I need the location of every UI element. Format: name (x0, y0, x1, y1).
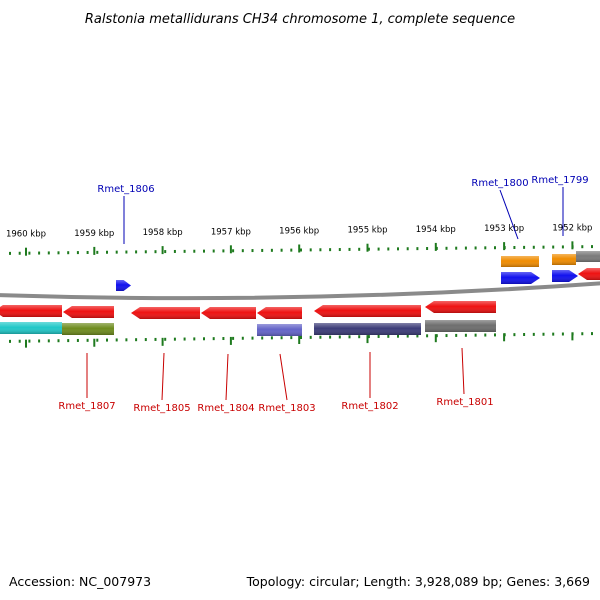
gene-label-rmet-1803: Rmet_1803 (258, 403, 315, 414)
tick-label: 1957 kbp (211, 227, 251, 237)
gene-arrow-rmet-1804-shading (201, 307, 256, 319)
gene-label-rmet-1802: Rmet_1802 (341, 401, 398, 412)
feature-band-shading (62, 323, 114, 335)
tick-label: 1960 kbp (6, 230, 46, 240)
gene-arrow-rmet-1807 (0, 305, 62, 317)
gene-arrow-rmet-1806-shading (116, 280, 131, 291)
feature-band-shading (0, 322, 62, 334)
gene-arrow-rmet-1807-shading (0, 305, 62, 317)
tick-label: 1955 kbp (347, 226, 387, 236)
topology-length-genes-text: Topology: circular; Length: 3,928,089 bp… (246, 574, 590, 589)
tick-label: 1954 kbp (416, 225, 456, 235)
gene-arrow-rmet-1804 (201, 307, 256, 319)
gene-arrow-unlabeled (578, 268, 600, 280)
gene-arrow-unlabeled-shading (63, 306, 114, 318)
map-title: Ralstonia metallidurans CH34 chromosome … (85, 12, 515, 27)
feature-band-shading (552, 254, 576, 265)
feature-band-shading (501, 256, 539, 267)
gene-arrow-rmet-1800-shading (501, 272, 540, 284)
leader-line-rmet-1800 (499, 189, 519, 240)
gene-arrow-unlabeled (63, 306, 114, 318)
leader-line-rmet-1805 (161, 352, 165, 401)
tick-label: 1956 kbp (279, 227, 319, 237)
accession-text: Accession: NC_007973 (9, 574, 151, 589)
tick-label: 1958 kbp (143, 228, 183, 238)
gene-label-rmet-1804: Rmet_1804 (197, 403, 254, 414)
gene-label-rmet-1799: Rmet_1799 (531, 175, 588, 186)
feature-band-shading (425, 320, 496, 332)
gene-arrows (0, 268, 600, 319)
gene-arrow-rmet-1799 (552, 270, 578, 282)
tick-label: 1959 kbp (74, 229, 114, 239)
gene-arrow-rmet-1803-shading (257, 307, 302, 319)
tick-label: 1952 kbp (552, 223, 592, 233)
label-leader-lines (86, 187, 564, 401)
gene-label-rmet-1805: Rmet_1805 (133, 403, 190, 414)
leader-line-rmet-1803 (279, 353, 288, 401)
gene-label-rmet-1801: Rmet_1801 (436, 397, 493, 408)
gene-label-rmet-1800: Rmet_1800 (471, 178, 528, 189)
gene-arrow-rmet-1800 (501, 272, 540, 284)
tick-label: 1953 kbp (484, 224, 524, 234)
gene-arrow-rmet-1799-shading (552, 270, 578, 282)
gene-label-rmet-1806: Rmet_1806 (97, 184, 154, 195)
leader-line-rmet-1804 (225, 353, 229, 401)
scale-tick-labels: 1960 kbp 1959 kbp 1958 kbp 1957 kbp 1956 kbp… (6, 223, 592, 239)
feature-bands (0, 251, 600, 336)
gene-arrow-rmet-1802-shading (314, 305, 421, 317)
gene-arrow-rmet-1801-shading (425, 301, 496, 313)
gene-arrow-rmet-1805-shading (131, 307, 200, 319)
feature-band-shading (257, 324, 302, 336)
feature-band-shading (314, 323, 421, 335)
gene-labels: Rmet_1807 Rmet_1806 Rmet_1805 Rmet_1804 Rmet… (58, 175, 588, 414)
gene-label-rmet-1807: Rmet_1807 (58, 401, 115, 412)
leader-line-rmet-1801 (461, 347, 465, 395)
scale-ticks-lower (9, 332, 593, 348)
gene-arrow-rmet-1801 (425, 301, 496, 313)
gene-arrow-rmet-1803 (257, 307, 302, 319)
gene-arrow-rmet-1806 (116, 280, 131, 291)
gene-arrow-rmet-1805 (131, 307, 200, 319)
scale-ticks-upper (9, 241, 593, 256)
gene-arrow-unlabeled-shading (578, 268, 600, 280)
gene-arrow-rmet-1802 (314, 305, 421, 317)
feature-band-shading (576, 251, 600, 262)
chromosome-backbone (0, 281, 600, 301)
